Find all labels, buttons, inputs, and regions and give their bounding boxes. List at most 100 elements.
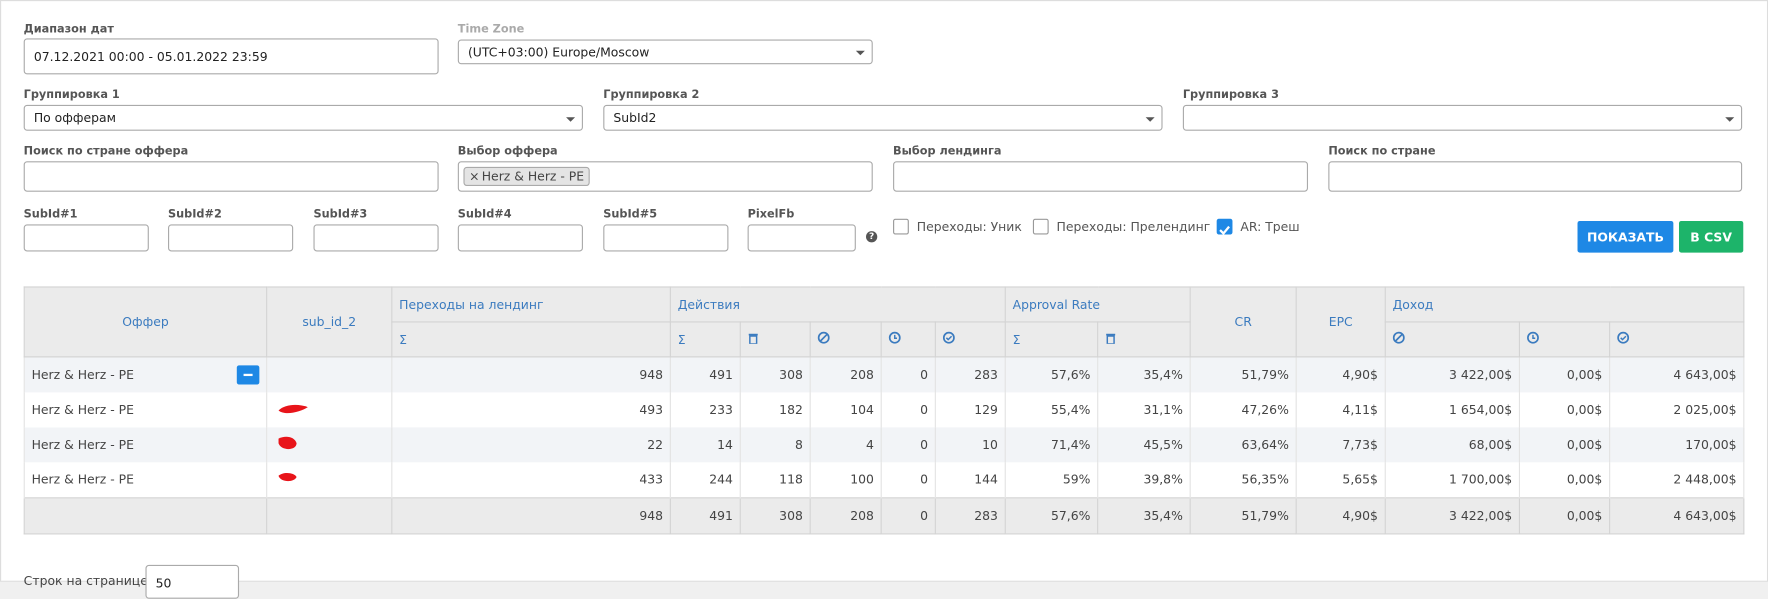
- header-cell: [739, 321, 811, 358]
- header-cell: CR: [1189, 286, 1297, 358]
- value-cell: 14: [669, 427, 741, 463]
- value-cell: 182: [739, 392, 811, 428]
- select[interactable]: По офферам: [23, 104, 583, 131]
- ban-icon: [817, 331, 830, 344]
- value-cell: 31,1%: [1097, 392, 1191, 428]
- help-icon: ?: [865, 231, 878, 243]
- header-cell: Σ: [391, 321, 671, 358]
- subid-input[interactable]: [23, 224, 149, 252]
- totals-cell: [266, 497, 393, 535]
- totals-cell: 4,90$: [1295, 497, 1386, 535]
- checkbox[interactable]: [1216, 218, 1233, 236]
- field-label: Time Zone: [457, 23, 525, 37]
- value-cell: 4,90$: [1295, 356, 1386, 393]
- value-cell: 118: [739, 462, 811, 498]
- value-cell: 0: [880, 392, 936, 428]
- value-cell: 283: [934, 356, 1006, 393]
- input[interactable]: [23, 161, 439, 192]
- collapse-button[interactable]: [236, 365, 260, 385]
- header-cell: Переходы на лендинг: [391, 286, 671, 323]
- subid-label: SubId#5: [603, 208, 658, 222]
- subid-input[interactable]: [747, 224, 856, 252]
- value-cell: 100: [809, 462, 882, 498]
- input[interactable]: 07.12.2021 00:00 - 05.01.2022 23:59: [23, 38, 439, 75]
- header-cell: Оффер: [23, 286, 268, 358]
- input[interactable]: × Herz & Herz - PE: [457, 161, 873, 192]
- clock-icon: [888, 331, 901, 344]
- select[interactable]: SubId2: [603, 104, 1163, 131]
- sub-cell: [266, 462, 393, 498]
- totals-cell: 208: [809, 497, 882, 535]
- value-cell: 0,00$: [1518, 427, 1611, 463]
- value-cell: 39,8%: [1097, 462, 1191, 498]
- value-cell: 59%: [1004, 462, 1099, 498]
- table-row: Herz & Herz - PE 22 14 8 4 0 10 71,4% 45,5% 63,64…: [23, 427, 1745, 463]
- value-cell: 10: [934, 427, 1006, 463]
- value-cell: 0: [880, 356, 936, 393]
- value-cell: 0,00$: [1518, 462, 1611, 498]
- value-cell: 0: [880, 462, 936, 498]
- header-cell: Доход: [1384, 286, 1745, 323]
- field-value: (UTC+03:00) Europe/Moscow: [467, 44, 650, 60]
- value-cell: 4: [809, 427, 882, 463]
- tag-text: Herz & Herz - PE: [481, 169, 585, 184]
- value-cell: 4 643,00$: [1609, 356, 1745, 393]
- field-label: Диапазон дат: [23, 23, 114, 37]
- value-cell: 491: [669, 356, 741, 393]
- totals-cell: 0: [880, 497, 936, 535]
- value-cell: 22: [391, 427, 671, 463]
- field-value: SubId2: [613, 110, 657, 126]
- totals-row: 948 491 308 208 0 283 57,6% 35,4% 51,79% 4,90$ 3 4…: [23, 497, 1745, 535]
- select[interactable]: [1182, 104, 1743, 131]
- input[interactable]: [1328, 161, 1743, 192]
- value-cell: 170,00$: [1609, 427, 1745, 463]
- totals-cell: 4 643,00$: [1609, 497, 1745, 535]
- value-cell: 493: [391, 392, 671, 428]
- header-row: Оффер sub_id_2 Переходы на лендинг Действия…: [23, 286, 1745, 358]
- input[interactable]: [893, 161, 1309, 192]
- check: [1219, 225, 1230, 236]
- value-cell: 56,35%: [1189, 462, 1297, 498]
- subid-input[interactable]: [313, 224, 439, 252]
- checkbox[interactable]: [893, 218, 909, 235]
- redaction: [278, 472, 297, 482]
- header-cell: [1097, 321, 1191, 358]
- table-row: Herz & Herz - PE 948 491 308 208 0 283 57,6% 35,…: [23, 356, 1745, 393]
- value-cell: 0,00$: [1518, 392, 1611, 428]
- totals-cell: 283: [934, 497, 1006, 535]
- select[interactable]: (UTC+03:00) Europe/Moscow: [457, 39, 873, 65]
- offer-cell: Herz & Herz - PE: [23, 427, 268, 463]
- subid-label: SubId#4: [457, 208, 512, 222]
- totals-cell: 51,79%: [1189, 497, 1297, 535]
- value-cell: 55,4%: [1004, 392, 1099, 428]
- header-cell: sub_id_2: [266, 286, 393, 358]
- show-button[interactable]: ПОКАЗАТЬ: [1577, 221, 1674, 253]
- value-cell: 35,4%: [1097, 356, 1191, 393]
- value-cell: 1 654,00$: [1384, 392, 1521, 428]
- ban-icon: [1392, 331, 1405, 344]
- subid-input[interactable]: [603, 224, 729, 252]
- checkbox[interactable]: [1032, 218, 1049, 235]
- value-cell: 433: [391, 462, 671, 498]
- header-cell: [1384, 321, 1521, 358]
- sub-cell: [266, 392, 393, 428]
- header-cell: [1518, 321, 1611, 358]
- report-table: Оффер sub_id_2 Переходы на лендинг Действия…: [23, 286, 1745, 535]
- value-cell: 233: [669, 392, 741, 428]
- minus: [243, 373, 253, 377]
- tag-remove[interactable]: ×: [469, 169, 480, 184]
- rows-per-page-label: Строк на странице: [23, 573, 148, 589]
- subid-input[interactable]: [168, 224, 294, 252]
- value-cell: 1 700,00$: [1384, 462, 1521, 498]
- subid-input[interactable]: [457, 224, 583, 252]
- totals-cell: 491: [669, 497, 741, 535]
- csv-button[interactable]: В CSV: [1678, 221, 1744, 253]
- header-cell: EPC: [1295, 286, 1386, 358]
- value-cell: 948: [391, 356, 671, 393]
- subid-label: SubId#3: [313, 208, 368, 222]
- field-label: Группировка 2: [603, 89, 700, 102]
- check-icon: [942, 331, 955, 344]
- subid-label: PixelFb: [747, 208, 795, 222]
